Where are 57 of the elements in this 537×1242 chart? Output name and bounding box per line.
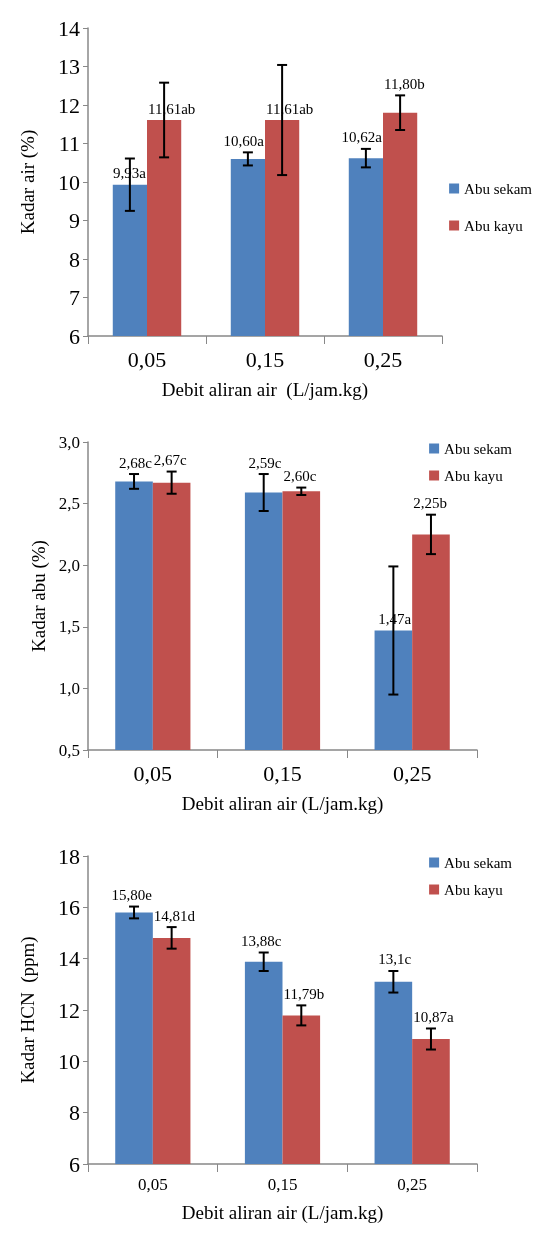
x-tick-label: 0,15 bbox=[245, 346, 285, 372]
y-tick-label: 10 bbox=[58, 1048, 80, 1074]
x-tick-label: 0,15 bbox=[267, 1175, 298, 1194]
y-tick-label: 7 bbox=[69, 285, 80, 310]
data-label: 2,60c bbox=[283, 468, 317, 485]
data-label: 2,67c bbox=[153, 452, 188, 469]
y-tick-label: 16 bbox=[58, 894, 80, 920]
x-tick-label: 0,05 bbox=[133, 760, 173, 786]
legend-label: Abu sekam bbox=[444, 440, 513, 457]
y-axis-title: Kadar air (%) bbox=[17, 129, 40, 235]
x-tick-label: 0,25 bbox=[397, 1175, 428, 1194]
data-label: 13,1c bbox=[378, 951, 412, 968]
y-tick-label: 11 bbox=[58, 131, 80, 156]
data-label: 2,68c bbox=[118, 454, 153, 471]
y-axis-title: Kadar HCN (ppm) bbox=[17, 936, 40, 1084]
x-tick-label: 0,05 bbox=[137, 1175, 168, 1194]
legend-label: Abu sekam bbox=[464, 180, 533, 197]
legend-label: Abu kayu bbox=[444, 881, 504, 898]
y-tick-label: 0,5 bbox=[58, 740, 80, 760]
data-label: 10,60a bbox=[223, 132, 265, 149]
data-label: 2,25b bbox=[413, 495, 447, 512]
data-label: 10,62a bbox=[341, 129, 383, 146]
y-tick-label: 14 bbox=[58, 15, 80, 41]
y-tick-label: 2,0 bbox=[58, 555, 80, 575]
y-tick-label: 10 bbox=[58, 169, 80, 195]
data-label: 11,80b bbox=[384, 75, 425, 92]
data-label: 15,80e bbox=[111, 887, 153, 904]
y-tick-label: 1,0 bbox=[58, 678, 80, 698]
x-tick-label: 0,25 bbox=[363, 346, 403, 372]
y-tick-label: 13 bbox=[58, 54, 80, 79]
y-tick-label: 1,5 bbox=[58, 617, 80, 637]
x-tick-label: 0,05 bbox=[127, 346, 167, 372]
data-label: 14,81d bbox=[153, 907, 196, 924]
x-axis-title: Debit aliran air (L/jam.kg) bbox=[161, 379, 369, 401]
data-label: 13,88c bbox=[241, 933, 282, 950]
legend-label: Abu kayu bbox=[444, 467, 504, 484]
y-tick-label: 3,0 bbox=[58, 432, 80, 452]
y-tick-label: 9 bbox=[69, 208, 80, 233]
data-label: 2,59c bbox=[248, 454, 282, 471]
y-tick-label: 12 bbox=[58, 997, 80, 1023]
y-tick-label: 8 bbox=[69, 1100, 80, 1126]
y-tick-label: 6 bbox=[69, 323, 80, 349]
y-tick-label: 18 bbox=[58, 843, 80, 869]
x-tick-label: 0,15 bbox=[263, 760, 302, 786]
y-tick-label: 12 bbox=[58, 92, 80, 118]
x-axis-title: Debit aliran air (L/jam.kg) bbox=[181, 1202, 384, 1224]
y-tick-label: 8 bbox=[69, 246, 80, 272]
y-tick-label: 6 bbox=[69, 1151, 80, 1177]
y-tick-label: 2,5 bbox=[58, 494, 80, 514]
x-axis-title: Debit aliran air (L/jam.kg) bbox=[181, 793, 384, 815]
legend-label: Abu sekam bbox=[444, 854, 513, 871]
legend-label: Abu kayu bbox=[464, 217, 524, 234]
y-axis-title: Kadar abu (%) bbox=[27, 540, 50, 652]
y-tick-label: 14 bbox=[58, 946, 80, 972]
data-label: 10,87a bbox=[413, 1008, 454, 1025]
data-label: 11,79b bbox=[283, 985, 325, 1002]
x-tick-label: 0,25 bbox=[392, 760, 432, 786]
